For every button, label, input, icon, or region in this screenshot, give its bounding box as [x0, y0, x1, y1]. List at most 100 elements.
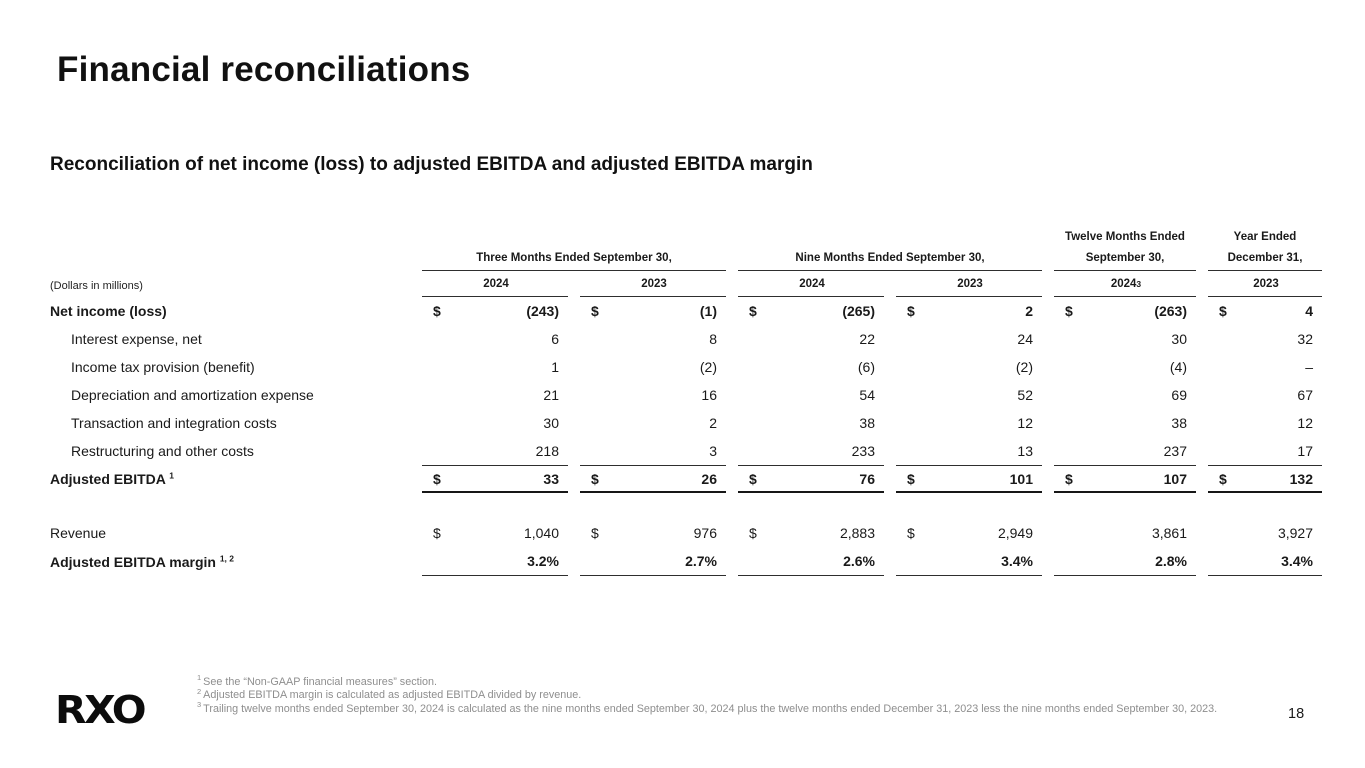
value-cell: 2 [709, 415, 717, 431]
value-cell: 32 [1297, 331, 1313, 347]
dollar-sign: $ [749, 525, 757, 541]
value-cell: 1 [551, 359, 559, 375]
value-cell: 6 [551, 331, 559, 347]
value-cell: $33 [422, 465, 568, 493]
table-row-net-income: Net income (loss) $ (243) $ (1) $ (265) $2 … [50, 297, 1326, 325]
group-header-row: Three Months Ended September 30, Nine Mo… [50, 220, 1326, 271]
row-label: Transaction and integration costs [71, 415, 277, 431]
year-header: 2024 3 [1054, 271, 1196, 297]
table-row-transaction-costs: Transaction and integration costs 30 2 3… [50, 409, 1326, 437]
value-cell: – [1305, 359, 1313, 375]
value-cell: 233 [851, 443, 875, 459]
value-cell: 3.2% [422, 547, 568, 576]
value-cell: 30 [543, 415, 559, 431]
value-cell: 12 [1297, 415, 1313, 431]
value-cell: $2 [907, 303, 1033, 319]
dollar-sign: $ [433, 470, 441, 487]
value-cell: 13 [1017, 443, 1033, 459]
value-cell: 24 [1017, 331, 1033, 347]
dollar-sign: $ [591, 470, 599, 487]
value-cell: 52 [1017, 387, 1033, 403]
group-header-twelve-months: Twelve Months Ended September 30, [1054, 227, 1196, 271]
dollar-sign: $ [907, 303, 915, 319]
value-cell: (2) [699, 359, 717, 375]
row-label: Adjusted EBITDA 1 [50, 470, 174, 487]
table-row-ebitda-margin: Adjusted EBITDA margin 1, 2 3.2% 2.7% 2.… [50, 547, 1326, 576]
value-cell: 38 [1171, 415, 1187, 431]
year-header: 2023 [580, 271, 726, 297]
footnote-marker: 3 [197, 700, 202, 710]
value-cell: $26 [580, 465, 726, 493]
value-cell: 17 [1297, 443, 1313, 459]
dollar-sign: $ [907, 470, 915, 487]
year-header-row: (Dollars in millions) 2024 2023 2024 202… [50, 271, 1326, 297]
dollar-sign: $ [1219, 303, 1227, 319]
dollar-sign: $ [1219, 470, 1227, 487]
value-cell: 22 [859, 331, 875, 347]
value-cell: 16 [701, 387, 717, 403]
row-label: Net income (loss) [50, 303, 167, 319]
table-row-interest-expense: Interest expense, net 6 8 22 24 30 32 [50, 325, 1326, 353]
value-cell: 30 [1171, 331, 1187, 347]
footnote-2: 2 Adjusted EBITDA margin is calculated as… [197, 686, 582, 702]
table-row-income-tax: Income tax provision (benefit) 1 (2) (6)… [50, 353, 1326, 381]
value-cell: 3,861 [1151, 525, 1187, 541]
footnote-3: 3 Trailing twelve months ended September … [197, 700, 1218, 715]
dollar-sign: $ [433, 303, 441, 319]
value-cell: $ (263) [1065, 303, 1187, 319]
value-cell: 3.4% [896, 547, 1042, 576]
value-cell: (2) [1015, 359, 1033, 375]
row-label: Interest expense, net [71, 331, 202, 347]
value-cell: 12 [1017, 415, 1033, 431]
dollar-sign: $ [1065, 470, 1073, 487]
table-row-adjusted-ebitda: Adjusted EBITDA 1 $33 $26 $76 $101 $107 … [50, 465, 1326, 493]
group-header-nine-months: Nine Months Ended September 30, [738, 248, 1042, 271]
group-header-three-months: Three Months Ended September 30, [422, 248, 726, 271]
value-cell: $101 [896, 465, 1042, 493]
page-title: Financial reconciliations [57, 50, 471, 89]
value-cell: 2.6% [738, 547, 884, 576]
value-cell: $132 [1208, 465, 1322, 493]
value-cell: 38 [859, 415, 875, 431]
value-cell: $976 [591, 525, 717, 541]
reconciliation-table: Three Months Ended September 30, Nine Mo… [50, 220, 1326, 576]
row-label: Restructuring and other costs [71, 443, 254, 459]
footnote-marker: 1 [197, 673, 202, 683]
value-cell: 54 [859, 387, 875, 403]
row-label: Adjusted EBITDA margin 1, 2 [50, 552, 235, 570]
rxo-logo: RXO [55, 687, 147, 733]
table-row-revenue: Revenue $1,040 $976 $2,883 $2,949 3,861 … [50, 519, 1326, 547]
value-cell: 2.7% [580, 547, 726, 576]
row-label: Revenue [50, 525, 107, 541]
value-cell: 3,927 [1277, 525, 1313, 541]
footnote-marker: 2 [197, 686, 202, 696]
table-row-restructuring: Restructuring and other costs 218 3 233 … [50, 437, 1326, 465]
dollar-sign: $ [907, 525, 915, 541]
value-cell: $ (1) [591, 303, 717, 319]
group-header-year-ended: Year Ended December 31, [1208, 227, 1322, 271]
footnote-marker: 1, 2 [219, 552, 235, 563]
value-cell: 218 [535, 443, 559, 459]
value-cell: 2.8% [1054, 547, 1196, 576]
dollar-sign: $ [749, 303, 757, 319]
value-cell: (6) [857, 359, 875, 375]
year-header: 2024 [738, 271, 884, 297]
value-cell: 67 [1297, 387, 1313, 403]
dollar-sign: $ [591, 525, 599, 541]
value-cell: $2,883 [749, 525, 875, 541]
year-header: 2023 [1208, 271, 1322, 297]
dollar-sign: $ [1065, 303, 1073, 319]
footnote-1: 1 See the “Non-GAAP financial measures” s… [197, 673, 438, 688]
dollar-sign: $ [433, 525, 441, 541]
table-row-depreciation: Depreciation and amortization expense 21… [50, 381, 1326, 409]
value-cell: (4) [1169, 359, 1187, 375]
dollar-sign: $ [591, 303, 599, 319]
dollar-sign: $ [749, 470, 757, 487]
value-cell: $ (243) [433, 303, 559, 319]
year-header: 2024 [422, 271, 568, 297]
year-header: 2023 [896, 271, 1042, 297]
page-number: 18 [1288, 706, 1305, 722]
value-cell: 3 [709, 443, 717, 459]
row-spacer [50, 493, 1326, 519]
